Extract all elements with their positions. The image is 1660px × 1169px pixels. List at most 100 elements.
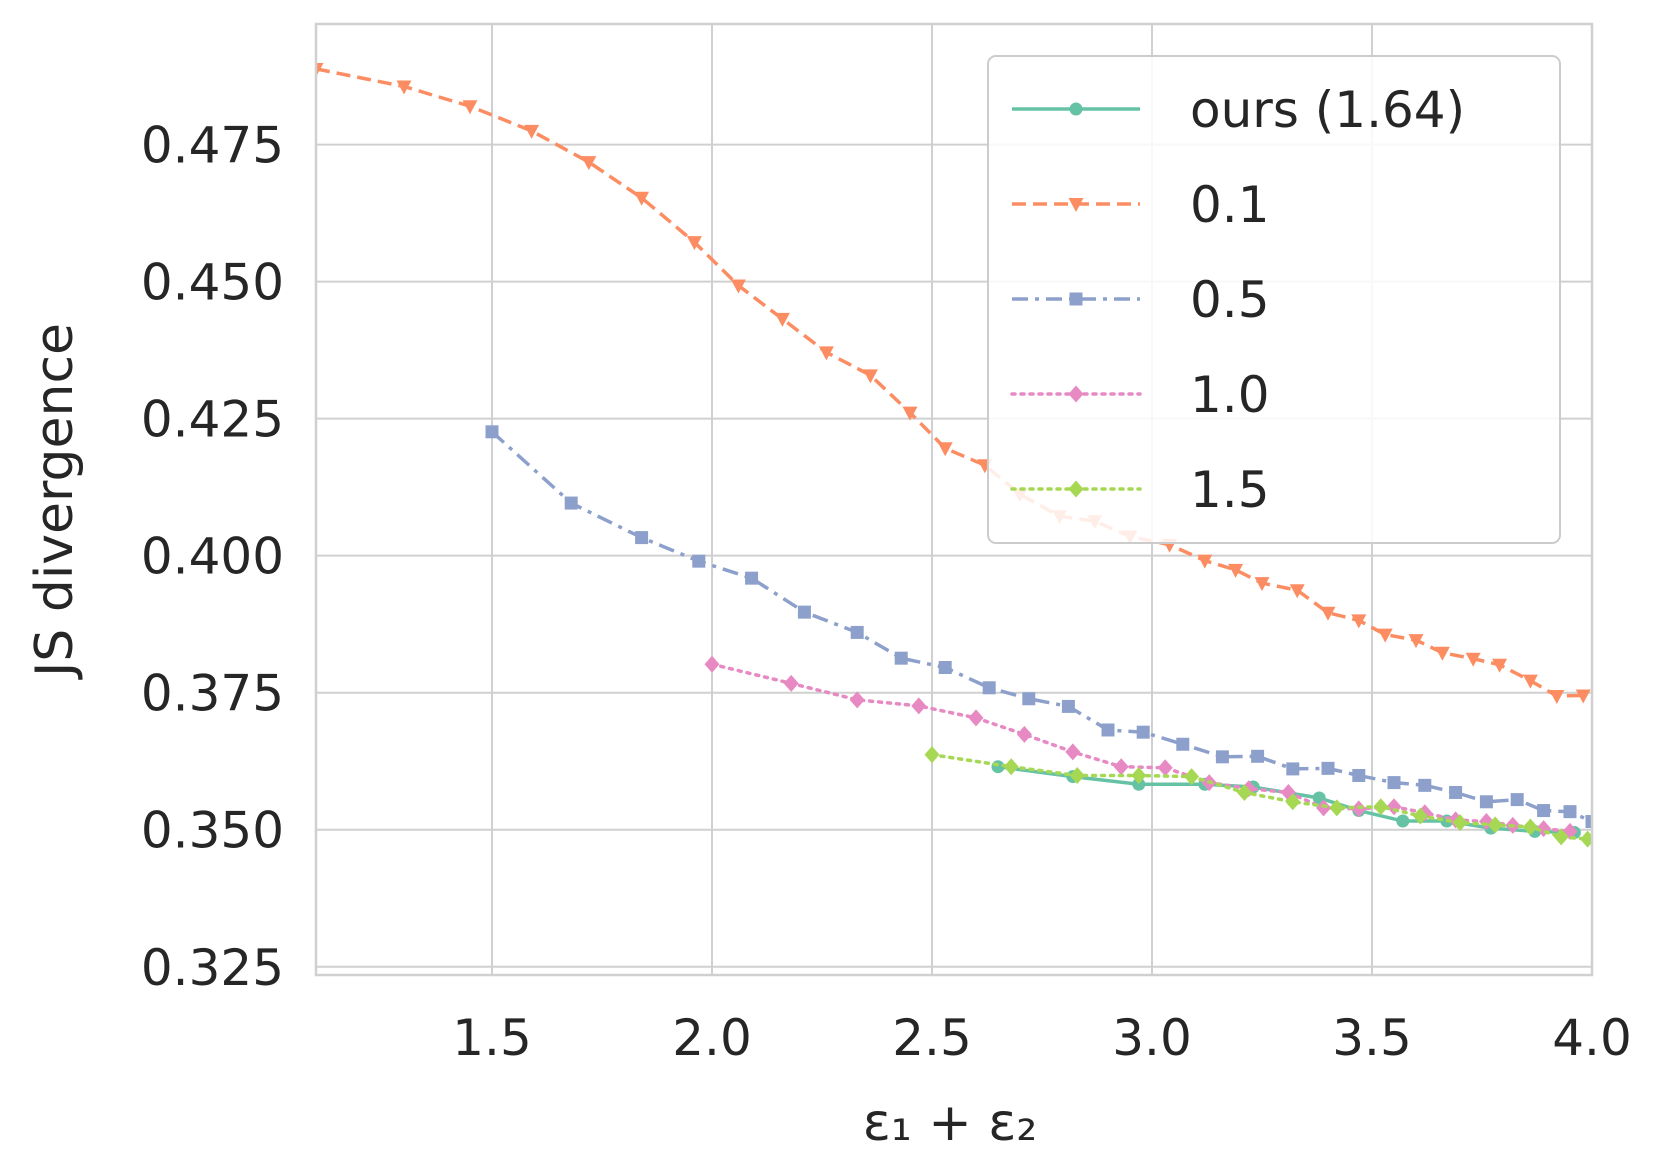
data-point: [634, 191, 650, 206]
data-point: [1069, 766, 1085, 784]
data-point: [1522, 818, 1538, 836]
data-point: [1549, 690, 1565, 705]
data-point: [1408, 634, 1424, 649]
legend-marker: [1069, 292, 1083, 306]
data-point: [850, 625, 864, 639]
data-point: [797, 605, 811, 619]
data-point: [774, 312, 790, 327]
data-point: [1320, 606, 1336, 621]
data-point: [1449, 785, 1463, 799]
series-0_5: [485, 425, 1592, 829]
data-point: [1321, 761, 1335, 775]
data-point: [924, 746, 940, 764]
legend-entry: 1.0: [1010, 366, 1270, 424]
data-point: [1537, 804, 1551, 818]
data-point: [849, 691, 865, 709]
x-axis-label: ε₁ + ε₂: [863, 1093, 1038, 1153]
data-point: [1487, 816, 1503, 834]
data-point: [968, 709, 984, 727]
legend-label: 1.5: [1190, 461, 1270, 519]
y-tick-labels: 0.325 0.350 0.375 0.400 0.425 0.450 0.475: [141, 117, 284, 997]
legend-entry: ours (1.64): [1012, 81, 1465, 139]
data-point: [1197, 554, 1213, 569]
data-point: [635, 531, 649, 545]
data-point: [1492, 658, 1508, 673]
data-point: [1377, 628, 1393, 643]
data-point: [1396, 814, 1410, 828]
legend-marker: [1069, 102, 1083, 116]
data-point: [1176, 737, 1190, 751]
legend-entry: 0.1: [1012, 176, 1270, 234]
data-point: [686, 236, 702, 251]
x-tick-label: 3.0: [1112, 1009, 1192, 1067]
legend-marker: [1068, 385, 1084, 403]
data-point: [938, 661, 952, 675]
legend-entry: 0.5: [1012, 271, 1270, 329]
plot-frame: [314, 22, 1594, 977]
data-point: [704, 655, 720, 673]
legend: ours (1.64) 0.1 0.5 1.0 1.5: [987, 55, 1561, 544]
series-1_5: [924, 746, 1592, 848]
data-point: [937, 442, 953, 457]
data-point: [1316, 799, 1332, 817]
data-point: [1412, 807, 1428, 825]
data-point: [1132, 777, 1146, 791]
data-point: [1236, 783, 1252, 801]
data-point: [581, 156, 597, 171]
legend-label: 0.1: [1190, 176, 1270, 234]
data-point: [902, 406, 918, 421]
x-tick-label: 1.5: [452, 1009, 532, 1067]
data-point: [1575, 689, 1591, 704]
y-tick-label: 0.425: [141, 391, 284, 449]
data-point: [1286, 762, 1300, 776]
data-point: [1101, 723, 1115, 737]
data-point: [1289, 584, 1305, 599]
data-point: [1215, 750, 1229, 764]
data-point: [1479, 795, 1493, 809]
data-point: [1434, 646, 1450, 661]
data-point: [1465, 652, 1481, 667]
data-point: [1131, 766, 1147, 784]
legend-marker: [1068, 198, 1084, 212]
legend-label: ours (1.64): [1190, 81, 1465, 139]
y-tick-label: 0.375: [141, 665, 284, 723]
x-tick-labels: 1.5 2.0 2.5 3.0 3.5 4.0: [452, 1009, 1632, 1067]
data-point: [982, 681, 996, 695]
data-point: [1228, 563, 1244, 578]
data-point: [396, 80, 412, 95]
data-point: [564, 496, 578, 510]
y-axis-label: JS divergence: [25, 323, 85, 680]
data-point: [1254, 577, 1270, 592]
series-line: [316, 67, 1584, 698]
data-point: [1016, 725, 1032, 743]
data-point: [862, 369, 878, 384]
data-point: [894, 651, 908, 665]
data-point: [1522, 674, 1538, 689]
data-point: [462, 100, 478, 115]
data-point: [1553, 828, 1569, 846]
series-line: [490, 430, 1592, 824]
data-point: [730, 279, 746, 294]
series-line: [930, 752, 1590, 841]
legend-entry: 1.5: [1010, 461, 1270, 519]
data-point: [1157, 759, 1173, 777]
data-point: [1065, 743, 1081, 761]
series-0_1: [316, 62, 1591, 705]
data-point: [1251, 749, 1265, 763]
x-tick-label: 2.0: [672, 1009, 752, 1067]
legend-label: 0.5: [1190, 271, 1270, 329]
y-tick-label: 0.475: [141, 117, 284, 175]
data-point: [1351, 614, 1367, 629]
legend-box: [987, 55, 1561, 544]
data-point: [818, 346, 834, 361]
data-point: [1184, 768, 1200, 786]
x-tick-label: 4.0: [1552, 1009, 1632, 1067]
y-tick-label: 0.325: [141, 939, 284, 997]
y-tick-label: 0.350: [141, 802, 284, 860]
data-point: [745, 571, 759, 585]
x-tick-label: 2.5: [892, 1009, 972, 1067]
data-point: [1022, 692, 1036, 706]
data-point: [1580, 830, 1592, 848]
data-point: [1285, 793, 1301, 811]
y-tick-label: 0.450: [141, 254, 284, 312]
